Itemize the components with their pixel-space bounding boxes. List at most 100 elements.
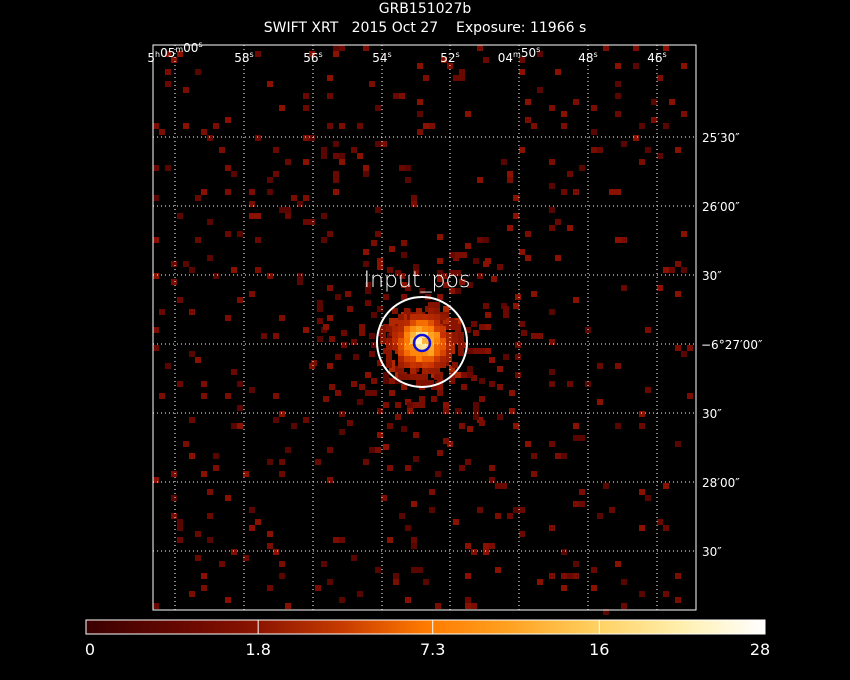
event-pixel [513, 303, 519, 309]
event-pixel [513, 507, 519, 513]
event-pixel [675, 291, 681, 297]
event-pixel [327, 447, 333, 453]
source-pixel [410, 350, 416, 356]
event-pixel [237, 423, 243, 429]
event-pixel [395, 270, 401, 276]
input-position-circle [412, 333, 432, 353]
event-pixel [321, 153, 327, 159]
event-pixel [405, 165, 411, 171]
event-pixel [201, 585, 207, 591]
event-pixel [365, 282, 371, 288]
event-pixel [663, 267, 669, 273]
event-pixel [339, 429, 345, 435]
event-pixel [405, 465, 411, 471]
source-pixel [428, 380, 434, 386]
event-pixel [189, 591, 195, 597]
exposure-label: Exposure: 11966 s [456, 20, 587, 36]
event-pixel [357, 399, 363, 405]
event-pixel [377, 360, 383, 366]
event-pixel [369, 447, 375, 453]
event-pixel [327, 579, 333, 585]
source-pixel [440, 332, 446, 338]
event-pixel [327, 123, 333, 129]
event-pixel [225, 117, 231, 123]
event-pixel [249, 189, 255, 195]
event-pixel [383, 378, 389, 384]
event-pixel [621, 285, 627, 291]
event-pixel [501, 483, 507, 489]
event-pixel [357, 153, 363, 159]
event-pixel [585, 381, 591, 387]
source-pixel [434, 356, 440, 362]
event-pixel [549, 573, 555, 579]
event-pixel [399, 513, 405, 519]
event-pixel [381, 495, 387, 501]
event-pixel [345, 291, 351, 297]
event-pixel [177, 297, 183, 303]
source-pixel [410, 368, 416, 374]
event-pixel [515, 354, 521, 360]
event-pixel [555, 255, 561, 261]
event-pixel [377, 264, 383, 270]
event-pixel [437, 258, 443, 264]
event-pixel [363, 45, 369, 51]
event-pixel [183, 441, 189, 447]
source-pixel [452, 338, 458, 344]
event-pixel [459, 423, 465, 429]
source-pixel [416, 314, 422, 320]
event-pixel [189, 351, 195, 357]
source-pixel [428, 356, 434, 362]
ra-tick-label: 52s [440, 50, 459, 65]
event-pixel [375, 105, 381, 111]
event-pixel [219, 147, 225, 153]
source-pixel [404, 332, 410, 338]
event-pixel [399, 273, 405, 279]
event-pixel [525, 99, 531, 105]
event-pixel [429, 507, 435, 513]
event-pixel [449, 324, 455, 330]
event-pixel [675, 261, 681, 267]
event-pixel [465, 603, 471, 609]
source-pixel [410, 326, 416, 332]
event-pixel [489, 357, 495, 363]
event-pixel [435, 471, 441, 477]
event-pixel [561, 573, 567, 579]
date-label: 2015 Oct 27 [351, 20, 439, 36]
event-pixel [413, 432, 419, 438]
event-pixel [267, 273, 273, 279]
event-pixel [485, 258, 491, 264]
event-pixel [419, 288, 425, 294]
event-pixel [297, 201, 303, 207]
event-pixel [675, 597, 681, 603]
event-pixel [297, 279, 303, 285]
event-pixel [687, 345, 693, 351]
event-pixel [657, 75, 663, 81]
event-pixel [231, 267, 237, 273]
event-pixel [429, 489, 435, 495]
event-pixel [357, 123, 363, 129]
event-pixel [177, 519, 183, 525]
observation-subtitle: SWIFT XRT 2015 Oct 27 Exposure: 11966 s [0, 20, 850, 36]
source-pixel [428, 326, 434, 332]
event-pixel [459, 75, 465, 81]
event-pixel [663, 591, 669, 597]
event-pixel [609, 507, 615, 513]
event-pixel [389, 378, 395, 384]
event-pixel [449, 378, 455, 384]
event-pixel [443, 306, 449, 312]
event-pixel [195, 237, 201, 243]
colorbar-tick-label: 0 [84, 640, 96, 659]
event-pixel [633, 45, 639, 51]
event-pixel [365, 288, 371, 294]
event-pixel [455, 288, 461, 294]
event-pixel [483, 303, 489, 309]
source-pixel [392, 344, 398, 350]
event-pixel [561, 585, 567, 591]
event-pixel [285, 447, 291, 453]
event-pixel [591, 147, 597, 153]
event-pixel [387, 267, 393, 273]
event-pixel [393, 579, 399, 585]
event-pixel [365, 300, 371, 306]
event-pixel [399, 165, 405, 171]
